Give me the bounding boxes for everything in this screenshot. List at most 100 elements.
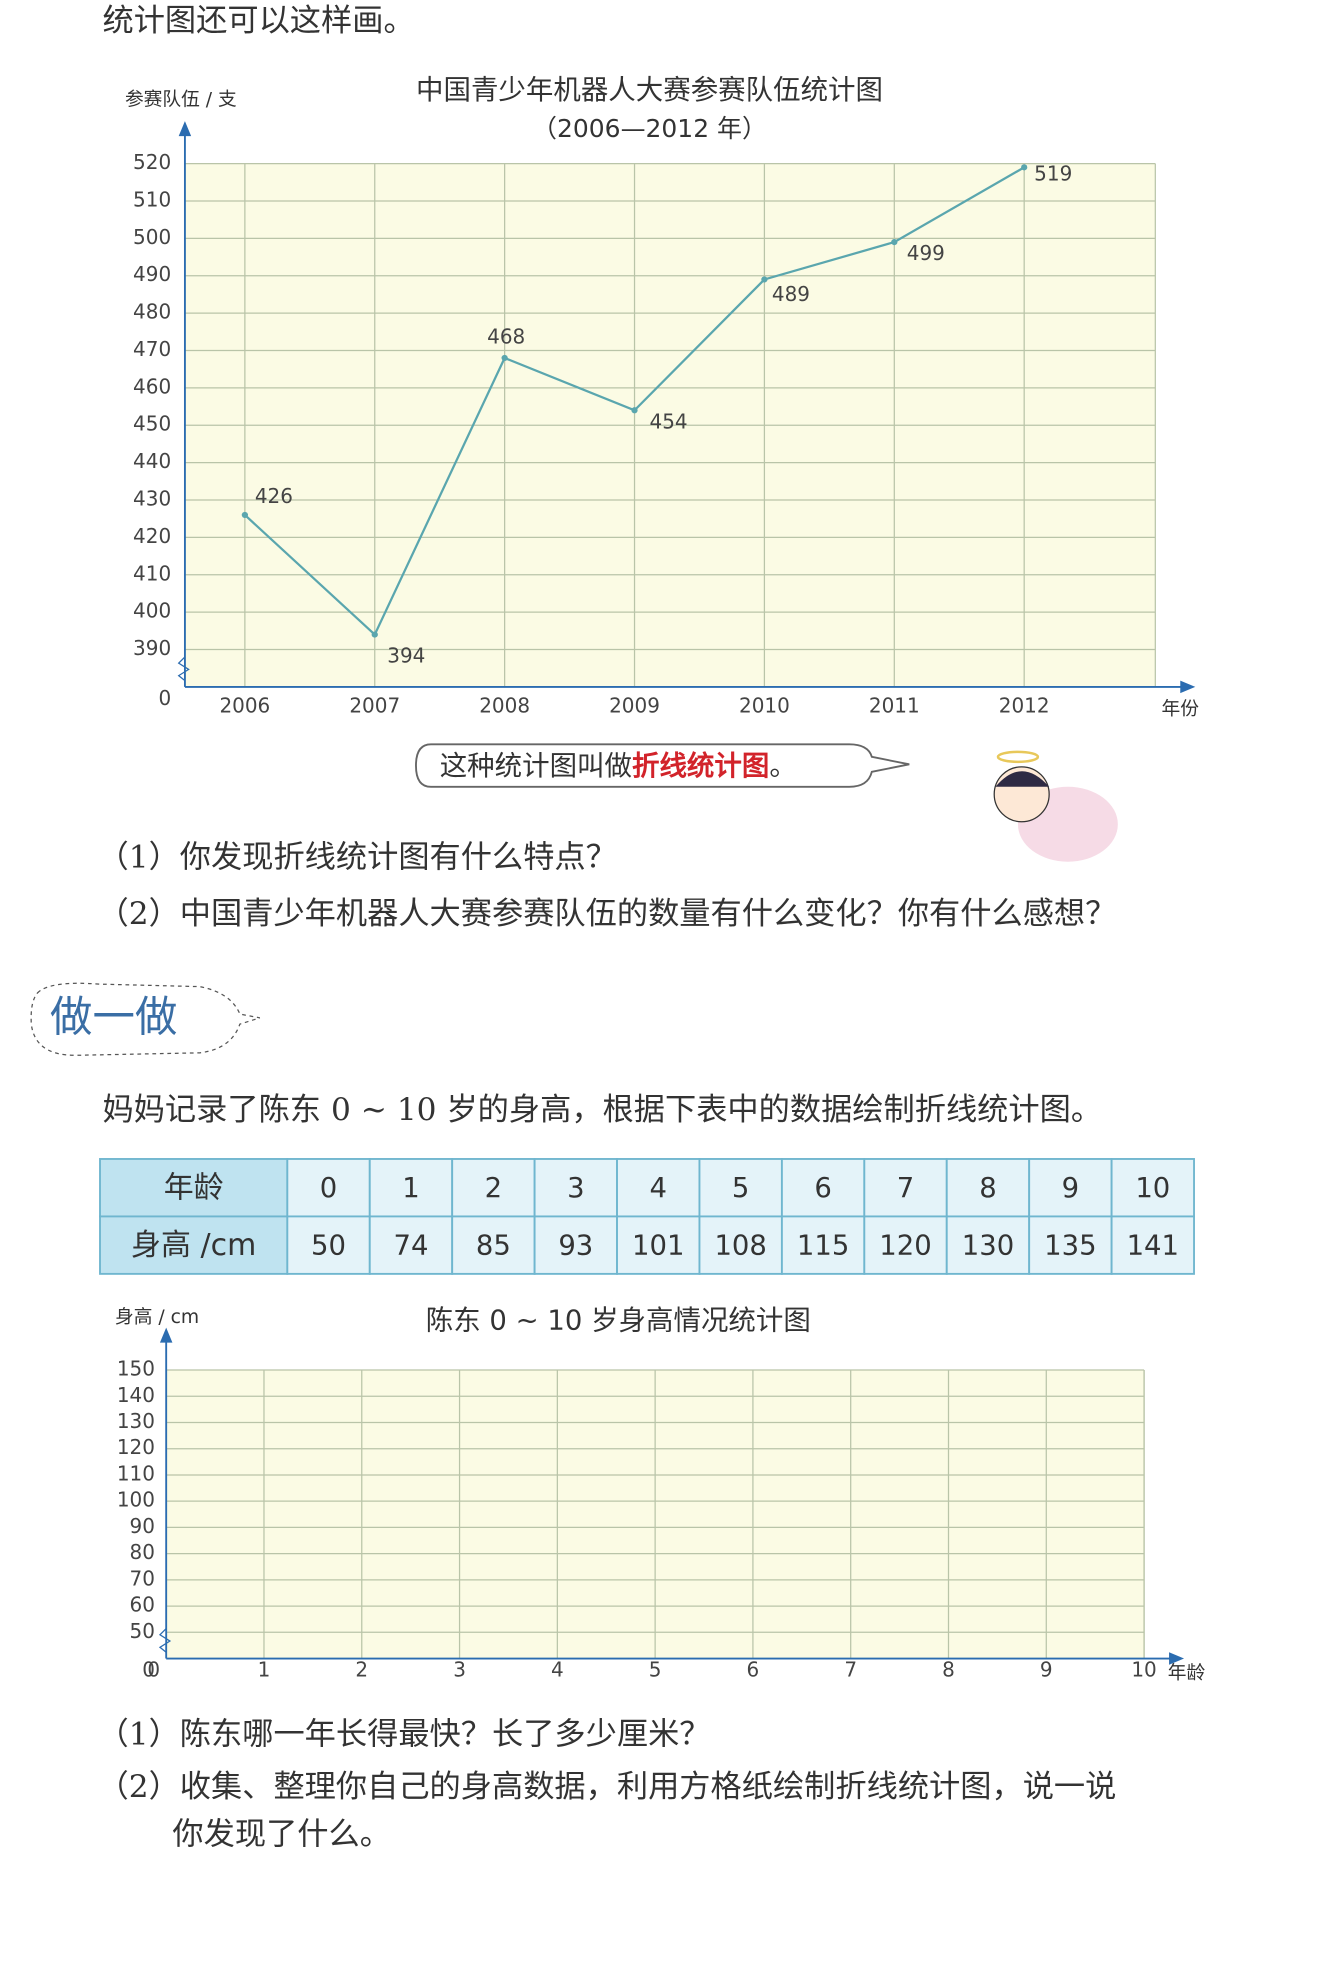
table-cell	[99, 1215, 289, 1275]
y-tick-label: 420	[133, 524, 171, 548]
question: （1）陈东哪一年长得最快？长了多少厘米？	[97, 1716, 710, 1752]
y-tick-label: 70	[130, 1566, 155, 1590]
row-header: 年龄	[164, 1170, 224, 1205]
row-header: 身高 /cm	[131, 1228, 256, 1263]
x-tick-label: 2009	[609, 693, 660, 717]
table-value: 5	[732, 1173, 749, 1204]
table-value: 10	[1135, 1173, 1170, 1204]
table-cell	[1028, 1158, 1113, 1218]
table-value: 3	[567, 1173, 584, 1204]
x-tick-label: 0	[147, 1658, 160, 1682]
data-point	[501, 354, 508, 362]
y-tick-label: 150	[117, 1357, 155, 1381]
axis-break	[177, 656, 190, 682]
data-point	[891, 238, 898, 246]
question: （1）你发现折线统计图有什么特点？	[97, 840, 616, 876]
table-value: 9	[1062, 1173, 1079, 1204]
table-cell	[698, 1158, 783, 1218]
callout-bubble	[415, 743, 910, 788]
y-tick-label: 510	[133, 187, 171, 211]
table-cell	[863, 1158, 948, 1218]
y-tick-label: 410	[133, 561, 171, 585]
x-tick-label: 1	[258, 1658, 271, 1682]
table-value: 130	[962, 1230, 1014, 1261]
task: 妈妈记录了陈东 0 ~ 10 岁的身高，根据下表中的数据绘制折线统计图。	[102, 1092, 1102, 1128]
table: 年龄 0 1 2 3 4 5 6 7 8 9 10 身高 /cm 50 74 85 93 101 108 115 120…	[99, 1158, 1195, 1275]
table-cell	[1110, 1215, 1195, 1275]
y-tick-label: 140	[117, 1383, 155, 1407]
table-cell	[945, 1215, 1031, 1275]
x-axis-arrow	[1180, 680, 1196, 694]
x-tick-label: 10	[1131, 1658, 1156, 1682]
intro: 统计图还可以这样画。	[102, 3, 414, 39]
table-value: 2	[485, 1173, 502, 1204]
table-value: 141	[1127, 1230, 1179, 1261]
table-cell	[533, 1215, 618, 1275]
x-tick-label: 2012	[999, 693, 1050, 717]
y-tick-label: 0	[158, 686, 171, 710]
y-tick-label: 60	[130, 1593, 155, 1617]
section-title: 做一做	[50, 993, 177, 1042]
callout: 这种统计图叫做折线统计图。	[440, 749, 797, 781]
data-point	[371, 631, 378, 638]
chart-subtitle: （2006—2012 年）	[532, 114, 767, 143]
table-value: 101	[632, 1230, 684, 1261]
data-label: 468	[487, 324, 525, 348]
chart-title: 陈东 0 ~ 10 岁身高情况统计图	[426, 1305, 811, 1336]
y-tick-label: 110	[117, 1461, 155, 1485]
table-value: 0	[320, 1173, 337, 1204]
table-value: 93	[558, 1230, 593, 1261]
y-tick-label: 430	[133, 487, 171, 511]
axis-break	[158, 1628, 172, 1653]
table-cell	[1028, 1215, 1113, 1275]
y-tick-label: 90	[130, 1514, 155, 1538]
y-tick-label: 0	[142, 1658, 155, 1682]
y-tick-label: 460	[133, 374, 171, 398]
y-tick-label: 490	[133, 262, 171, 286]
x-tick-label: 5	[649, 1658, 662, 1682]
table-value: 50	[311, 1230, 346, 1261]
data-label: 454	[650, 409, 688, 433]
x-tick-label: 3	[453, 1658, 466, 1682]
x-tick-label: 9	[1040, 1658, 1053, 1682]
chart: 中国青少年机器人大赛参赛队伍统计图 （2006—2012 年） 参赛队伍 / 支年份…	[125, 75, 1199, 720]
y-tick-label: 440	[133, 449, 171, 473]
data-label: 426	[255, 484, 293, 508]
callout-text: 。	[769, 750, 796, 781]
x-tick-label: 2011	[869, 693, 920, 717]
table-value: 135	[1044, 1230, 1096, 1261]
data-point	[1021, 164, 1028, 171]
x-tick-label: 2007	[349, 693, 400, 717]
table-value: 120	[879, 1230, 931, 1261]
x-tick-label: 2010	[739, 693, 790, 717]
table-value: 108	[714, 1230, 766, 1261]
callout-text: 这种统计图叫做	[440, 750, 632, 781]
table-value: 74	[393, 1230, 428, 1261]
y-tick-label: 400	[133, 599, 171, 623]
table-value: 6	[814, 1173, 831, 1204]
y-tick-label: 470	[133, 337, 171, 361]
table-value: 85	[476, 1230, 511, 1261]
x-axis-label: 年龄	[1168, 1663, 1206, 1684]
y-tick-label: 450	[133, 412, 171, 436]
table-cell	[368, 1215, 454, 1275]
y-axis-label: 身高 / cm	[115, 1307, 199, 1328]
x-tick-label: 7	[844, 1658, 857, 1682]
y-tick-label: 100	[117, 1488, 155, 1512]
x-tick-label: 8	[942, 1658, 955, 1682]
table-cell	[863, 1215, 948, 1275]
y-tick-label: 50	[130, 1619, 155, 1643]
y-tick-label: 80	[130, 1540, 155, 1564]
table-value: 1	[402, 1173, 419, 1204]
data-point	[761, 276, 768, 283]
x-tick-label: 2006	[219, 693, 270, 717]
x-tick-label: 6	[747, 1658, 760, 1682]
chart-title: 中国青少年机器人大赛参赛队伍统计图	[416, 75, 883, 106]
table-cell	[616, 1215, 701, 1275]
callout-emphasis: 折线统计图	[632, 749, 769, 781]
table-value: 7	[897, 1173, 914, 1204]
question: 你发现了什么。	[172, 1816, 391, 1852]
angel-illustration	[993, 750, 1118, 862]
section-badge	[30, 982, 261, 1056]
